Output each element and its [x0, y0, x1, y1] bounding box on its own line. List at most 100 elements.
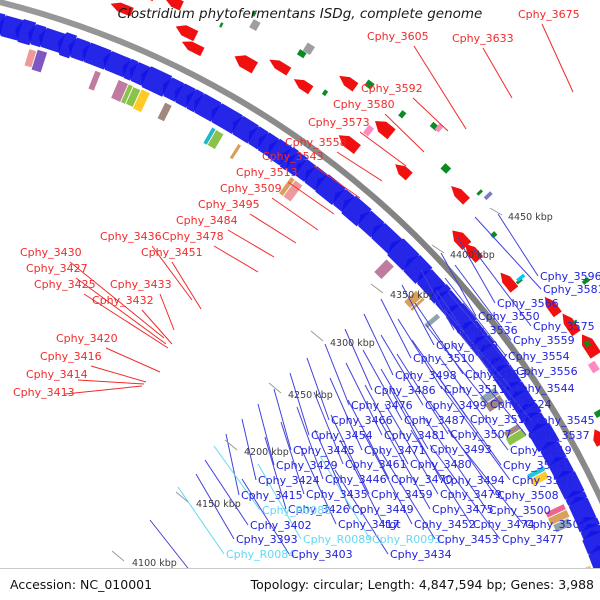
gene-label[interactable]: Cphy_3501 — [525, 518, 587, 531]
gene-label[interactable]: Cphy_3558 — [285, 136, 347, 149]
gene-label[interactable]: Cphy_3511 — [444, 383, 506, 396]
gene-label[interactable]: Cphy_3575 — [533, 320, 595, 333]
gene-label[interactable]: Cphy_3605 — [367, 30, 429, 43]
gene-label[interactable]: Cphy_3426 — [288, 503, 350, 516]
gene-label[interactable]: Cphy_3495 — [198, 198, 260, 211]
gene-label[interactable]: Cphy_3446 — [325, 473, 387, 486]
gene-label[interactable]: Cphy_3481 — [384, 429, 446, 442]
gene-label[interactable]: Cphy_3393 — [236, 533, 298, 546]
gene-label[interactable]: Cphy_3520 — [436, 339, 498, 352]
gene-label[interactable]: Cphy_3434 — [390, 548, 452, 561]
gene-label[interactable]: Cphy_3417 — [338, 518, 400, 531]
gene-label[interactable]: Cphy_3445 — [293, 444, 355, 457]
gene-label[interactable]: Cphy_3474 — [473, 518, 535, 531]
gene-label[interactable]: Cphy_3435 — [306, 488, 368, 501]
gene-label[interactable]: Cphy_3403 — [291, 548, 353, 561]
gene-label[interactable]: Cphy_3478 — [162, 230, 224, 243]
gene-label[interactable]: clpX — [484, 352, 508, 365]
gene-label[interactable]: Cphy_R0089 — [303, 533, 372, 546]
gene-label[interactable]: tgt — [385, 518, 401, 531]
gene-label[interactable]: Cphy_3521 — [512, 474, 574, 487]
gene-label[interactable]: Cphy_3498 — [395, 369, 457, 382]
gene-label[interactable]: Cphy_3420 — [56, 332, 118, 345]
gene-label[interactable]: Cphy_3449 — [352, 503, 414, 516]
gene-label[interactable]: Cphy_3414 — [26, 368, 88, 381]
gene-label[interactable]: Cphy_3416 — [40, 350, 102, 363]
gene-label[interactable]: Cphy_3475 — [432, 503, 494, 516]
gene-label[interactable]: Cphy_3537 — [528, 429, 590, 442]
gene-label[interactable]: Cphy_3415 — [241, 489, 303, 502]
gene-label[interactable]: Cphy_R0088 — [262, 504, 331, 517]
gene-label[interactable]: Cphy_3519 — [510, 444, 572, 457]
gene-labels[interactable]: Cphy_3675 Cphy_3633 Cphy_3605 Cphy_3592 Cphy… — [13, 8, 600, 593]
gene-label[interactable]: Cphy_3508 — [497, 489, 559, 502]
gene-label[interactable]: Cphy_3581 — [543, 283, 600, 296]
gene-label[interactable]: Cphy_3433 — [110, 278, 172, 291]
gene-label[interactable]: Cphy_3429 — [276, 459, 338, 472]
gene-label[interactable]: Cphy_3451 — [141, 246, 203, 259]
gene-label[interactable]: Cphy_3477 — [502, 533, 564, 546]
coordinate-tick-label: 4200 kbp — [244, 447, 289, 458]
gene-label[interactable]: Cphy_3509 — [220, 182, 282, 195]
gene-label[interactable]: Cphy_3543 — [262, 150, 324, 163]
gene-label[interactable]: Cphy_3514 — [503, 459, 565, 472]
gene-label[interactable]: Cphy_3524 — [490, 398, 552, 411]
label-leader-lines — [64, 23, 574, 587]
gene-label[interactable]: Cphy_3486 — [374, 384, 436, 397]
gene-label[interactable]: Cphy_3536 — [456, 324, 518, 337]
coordinate-tick-label: 4450 kbp — [508, 212, 553, 223]
coordinate-tick-label: 4250 kbp — [288, 390, 333, 401]
gene-label[interactable]: Cphy_3544 — [513, 382, 575, 395]
gene-label[interactable]: Cphy_3470 — [391, 473, 453, 486]
gene-label[interactable]: Cphy_3596 — [540, 270, 600, 283]
gene-label[interactable]: Cphy_3545 — [533, 414, 595, 427]
gene-label[interactable]: Cphy_3424 — [258, 474, 320, 487]
gene-label[interactable]: Cphy_3494 — [443, 474, 505, 487]
gene-label[interactable]: Cphy_3461 — [345, 458, 407, 471]
gene-label[interactable]: Cphy_3523 — [465, 368, 527, 381]
coordinate-tick-label: 4350 kbp — [390, 290, 435, 301]
gene-label[interactable]: Cphy_3550 — [478, 310, 540, 323]
gene-label[interactable]: Cphy_3573 — [308, 116, 370, 129]
gene-label[interactable]: Cphy_3413 — [13, 386, 75, 399]
gene-label[interactable]: Cphy_3566 — [497, 297, 559, 310]
gene-label[interactable]: Cphy_3507 — [450, 428, 512, 441]
gene-label[interactable]: Cphy_3425 — [34, 278, 96, 291]
gene-label[interactable]: Cphy_3427 — [26, 262, 88, 275]
gene-label[interactable]: Cphy_3432 — [92, 294, 154, 307]
gene-label[interactable]: Cphy_3592 — [361, 82, 423, 95]
gene-label[interactable]: Cphy_3512 — [470, 413, 532, 426]
gene-label[interactable]: Cphy_3513 — [236, 166, 298, 179]
status-bar: Accession: NC_010001 Topology: circular;… — [0, 568, 600, 600]
gene-label[interactable]: Cphy_3436 — [100, 230, 162, 243]
gene-label[interactable]: Cphy_3454 — [311, 429, 373, 442]
gene-label[interactable]: Cphy_3452 — [414, 518, 476, 531]
gene-label[interactable]: Cphy_3479 — [440, 488, 502, 501]
gene-label[interactable]: Cphy_3499 — [425, 399, 487, 412]
gene-label[interactable]: Cphy_3675 — [518, 8, 580, 21]
gene-label[interactable]: Cphy_3453 — [437, 533, 499, 546]
gene-label[interactable]: Cphy_R0084 — [226, 548, 295, 561]
gene-label[interactable]: Cphy_3480 — [410, 458, 472, 471]
gene-label[interactable]: Cphy_3471 — [364, 444, 426, 457]
gene-label[interactable]: Cphy_3510 — [413, 352, 475, 365]
gene-label[interactable]: Cphy_3402 — [250, 519, 312, 532]
gene-label[interactable]: Cphy_3633 — [452, 32, 514, 45]
gene-label[interactable]: Cphy_3459 — [371, 488, 433, 501]
gene-label[interactable]: Cphy_3493 — [430, 443, 492, 456]
coordinate-tick-label: 4150 kbp — [196, 499, 241, 510]
gene-label[interactable]: Cphy_3556 — [516, 365, 578, 378]
gene-label[interactable]: Cphy_R0093 — [372, 533, 441, 546]
gene-label[interactable]: Cphy_3476 — [351, 399, 413, 412]
gene-label[interactable]: Cphy_3487 — [404, 414, 466, 427]
gene-label[interactable]: Cphy_3466 — [331, 414, 393, 427]
coordinate-ticks: 4100 kbp 4150 kbp 4200 kbp 4250 kbp 4300 kbp… — [111, 207, 553, 569]
gene-label[interactable]: Cphy_3559 — [513, 334, 575, 347]
gene-label[interactable]: Cphy_3554 — [508, 350, 570, 363]
gene-label[interactable]: Cphy_3500 — [489, 504, 551, 517]
gene-label[interactable]: Cphy_3430 — [20, 246, 82, 259]
gene-label[interactable]: Cphy_3484 — [176, 214, 238, 227]
gene-label[interactable]: Cphy_3580 — [333, 98, 395, 111]
